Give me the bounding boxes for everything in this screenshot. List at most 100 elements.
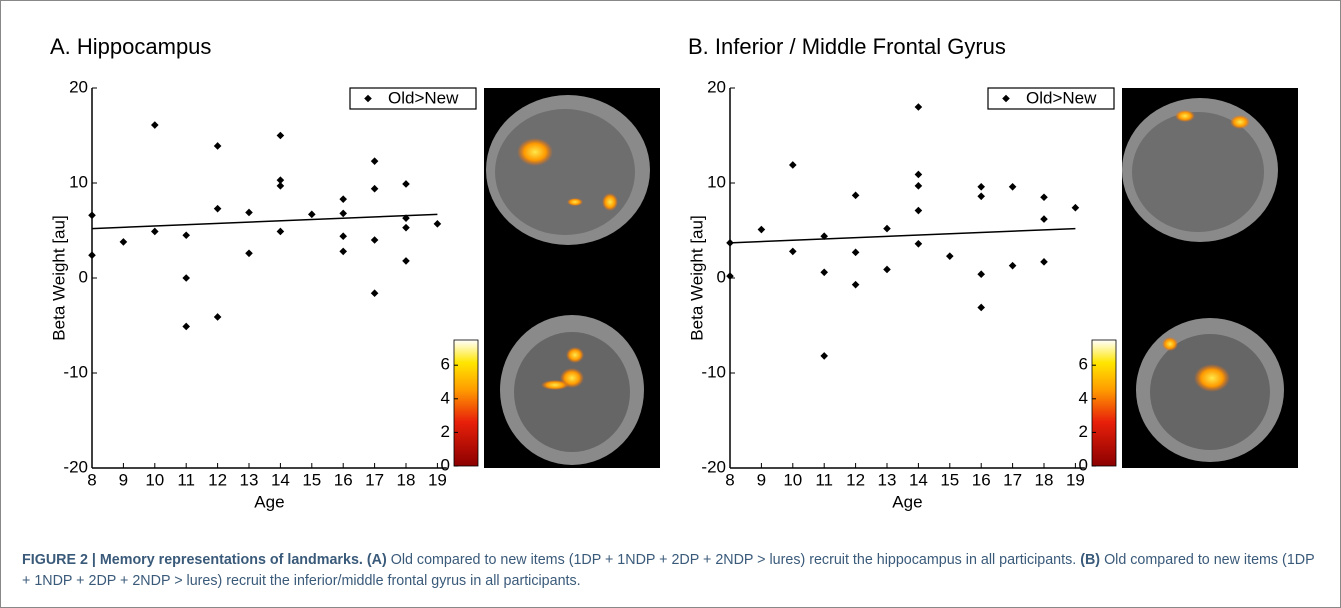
x-tick-label: 18 xyxy=(397,470,416,489)
x-tick-label: 18 xyxy=(1035,470,1054,489)
data-point xyxy=(914,170,923,179)
y-axis-label: Beta Weight [au] xyxy=(687,215,706,340)
data-point xyxy=(1040,215,1048,223)
fit-line xyxy=(729,227,1076,244)
x-tick-label: 10 xyxy=(145,470,164,489)
data-point xyxy=(977,192,985,201)
colorbar-tick-label: 0 xyxy=(1079,455,1088,474)
brain-images-a xyxy=(484,88,660,468)
data-point xyxy=(1040,258,1048,266)
y-tick-label: 0 xyxy=(717,267,726,286)
data-point xyxy=(977,303,985,312)
caption-tag: (B) xyxy=(1080,552,1101,568)
data-point xyxy=(245,208,253,217)
data-point xyxy=(182,322,190,331)
data-point xyxy=(339,232,347,240)
x-tick-label: 8 xyxy=(725,470,734,489)
data-point xyxy=(757,225,766,234)
data-point xyxy=(151,121,159,129)
x-axis-label: Age xyxy=(892,492,922,511)
caption-label: FIGURE 2 | Memory representations of lan… xyxy=(22,552,363,568)
colorbar-tick-label: 2 xyxy=(441,422,450,441)
fit-line xyxy=(91,213,438,230)
data-point xyxy=(119,238,128,246)
y-tick-label: -10 xyxy=(701,362,726,381)
legend-box xyxy=(987,87,1115,110)
x-tick-label: 17 xyxy=(1003,470,1022,489)
caption-tag: (A) xyxy=(366,552,387,568)
data-point xyxy=(1008,261,1017,270)
x-tick-label: 14 xyxy=(271,470,290,489)
panel-title: B. Inferior / Middle Frontal Gyrus xyxy=(688,34,1006,59)
y-tick-label: 10 xyxy=(69,172,88,191)
x-tick-label: 16 xyxy=(334,470,353,489)
colorbar-tick-label: 4 xyxy=(441,388,450,407)
x-tick-label: 13 xyxy=(240,470,259,489)
data-point xyxy=(1071,203,1080,212)
colorbar-tick-label: 4 xyxy=(1079,388,1088,407)
colorbar-tick-label: 6 xyxy=(1079,355,1088,374)
data-point xyxy=(213,142,222,150)
data-point xyxy=(914,240,923,248)
data-point xyxy=(1008,183,1017,191)
x-tick-label: 15 xyxy=(302,470,321,489)
data-point xyxy=(789,247,797,256)
x-tick-label: 8 xyxy=(87,470,96,489)
x-tick-label: 13 xyxy=(878,470,897,489)
data-point xyxy=(182,231,190,240)
data-point xyxy=(245,249,253,258)
data-point xyxy=(276,131,285,140)
data-point xyxy=(820,268,828,277)
panel-title: A. Hippocampus xyxy=(50,34,211,59)
x-tick-label: 10 xyxy=(783,470,802,489)
data-point xyxy=(851,280,860,289)
legend-label: Old>New xyxy=(388,88,459,107)
y-tick-label: 10 xyxy=(707,172,726,191)
caption-text: Old compared to new items (1DP + 1NDP + … xyxy=(22,552,1315,589)
x-tick-label: 11 xyxy=(815,470,833,489)
legend-marker xyxy=(1002,94,1010,103)
x-tick-label: 9 xyxy=(757,470,766,489)
y-tick-label: 20 xyxy=(69,77,88,96)
y-tick-label: -10 xyxy=(63,362,88,381)
data-point xyxy=(182,274,190,282)
data-point xyxy=(946,252,954,260)
caption: FIGURE 2 | Memory representations of lan… xyxy=(22,550,1322,592)
data-point xyxy=(88,251,96,259)
colorbar-tick-label: 0 xyxy=(441,455,450,474)
data-point xyxy=(1040,193,1048,202)
x-tick-label: 16 xyxy=(972,470,991,489)
y-tick-label: -20 xyxy=(701,457,726,476)
data-point xyxy=(820,232,828,240)
data-point xyxy=(402,257,410,265)
data-point xyxy=(339,209,347,218)
data-point xyxy=(402,223,410,232)
data-point xyxy=(433,220,442,228)
x-tick-label: 12 xyxy=(846,470,865,489)
data-point xyxy=(883,265,891,274)
data-point xyxy=(276,182,285,190)
x-tick-label: 12 xyxy=(208,470,227,489)
caption-text: Old compared to new items (1DP + 1NDP + … xyxy=(390,552,1077,568)
colorbar-tick-label: 6 xyxy=(441,355,450,374)
data-point xyxy=(370,157,379,165)
y-axis-label: Beta Weight [au] xyxy=(49,215,68,340)
data-point xyxy=(977,270,985,278)
y-tick-label: 0 xyxy=(79,267,88,286)
x-axis-label: Age xyxy=(254,492,284,511)
data-point xyxy=(213,313,222,321)
data-point xyxy=(820,352,828,360)
brain-images-b xyxy=(1122,88,1298,468)
legend-label: Old>New xyxy=(1026,88,1097,107)
data-point xyxy=(213,204,222,213)
colorbar xyxy=(453,339,479,467)
data-point xyxy=(88,211,96,220)
data-point xyxy=(914,206,923,215)
data-point xyxy=(151,227,159,236)
y-tick-label: -20 xyxy=(63,457,88,476)
colorbar xyxy=(1091,339,1117,467)
x-tick-label: 19 xyxy=(428,470,447,489)
data-point xyxy=(276,227,285,236)
data-point xyxy=(914,103,923,111)
